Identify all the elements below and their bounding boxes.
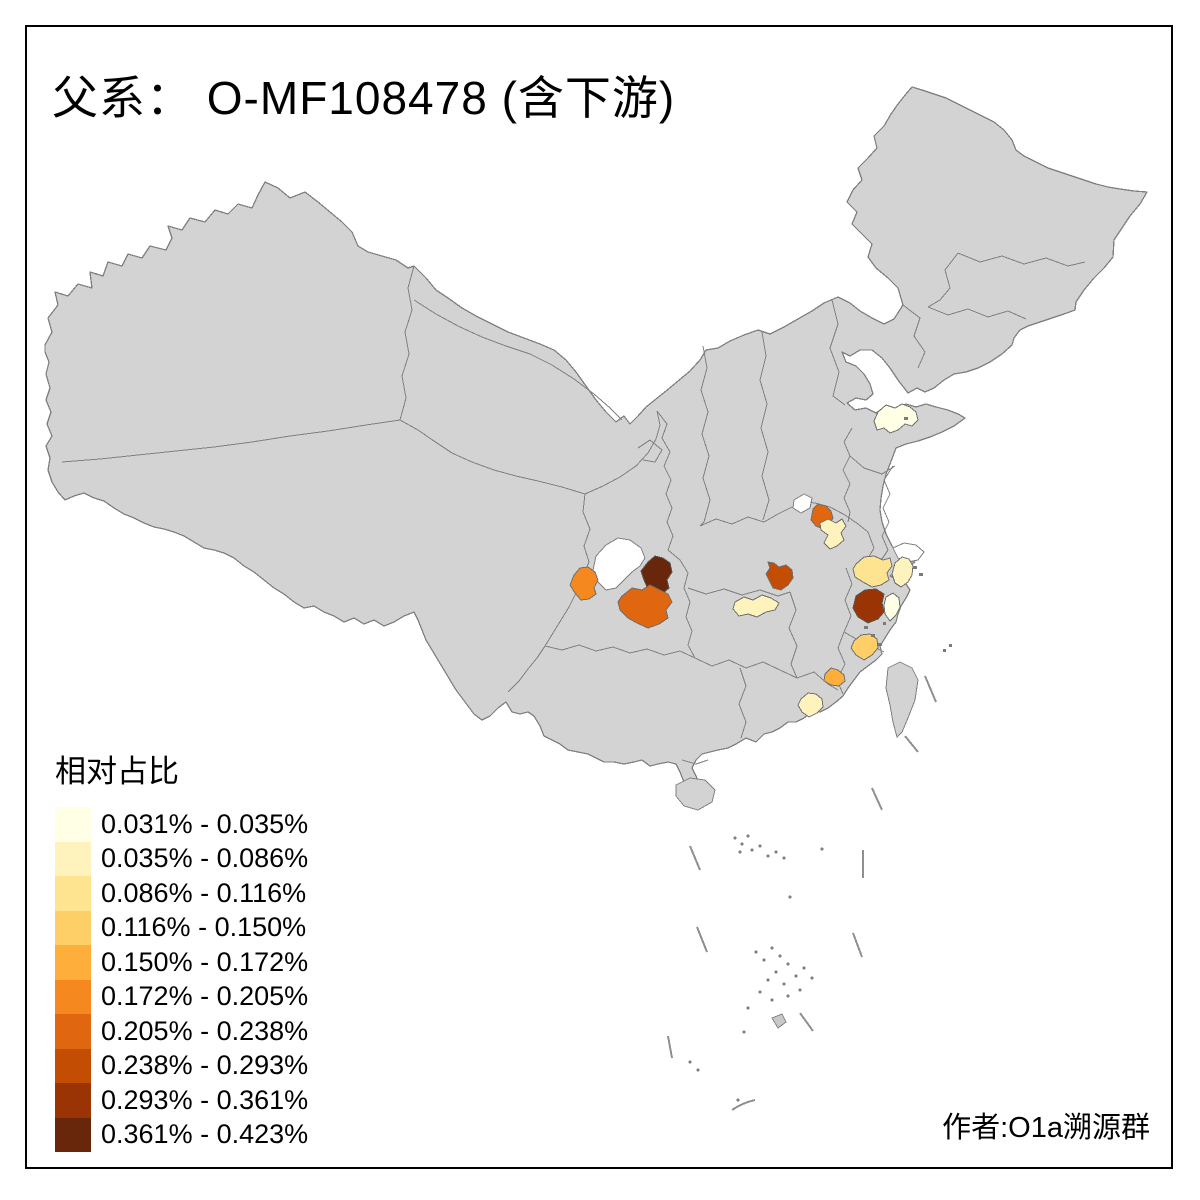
legend-swatch [55,1014,91,1049]
legend-swatch [55,1117,91,1152]
region-zhejiang-south [850,633,879,661]
region-sichuan-southwest [569,566,599,601]
region-hubei-west [765,561,794,591]
province-borders [61,252,1086,765]
legend-label: 0.172% - 0.205% [101,981,309,1012]
coastal-island-specks [864,417,952,652]
legend-row: 0.035% - 0.086% [55,841,309,876]
region-hunan-north [732,594,780,618]
region-zhejiang-northeast [891,556,914,588]
figure-title: 父系： O-MF108478 (含下游) [52,72,676,124]
no-data-region-hubei-nw [792,493,813,514]
legend-label: 0.116% - 0.150% [101,912,307,943]
legend-label: 0.361% - 0.423% [101,1119,309,1150]
legend-swatch [55,876,91,911]
legend-row: 0.086% - 0.116% [55,876,308,911]
south-sea-island-specks [688,834,824,1102]
legend: 相对占比 0.031% - 0.035% 0.035% - 0.086% 0.0… [55,746,308,1152]
plot-frame-border [25,25,1173,1169]
region-zhejiang-north [852,555,893,588]
hainan-island [675,777,716,811]
legend-label: 0.031% - 0.035% [101,808,309,839]
region-fujian-coastal [823,667,846,687]
legend-row: 0.150% - 0.172% [55,945,308,980]
maritime-dash-lines [667,675,937,1111]
no-data-region-chengdu [592,537,646,591]
legend-label: 0.205% - 0.238% [101,1015,309,1046]
legend-swatch [55,1083,91,1118]
legend-row: 0.205% - 0.238% [55,1014,308,1049]
south-sea-islet [771,1013,787,1029]
legend-swatch [55,1048,91,1083]
legend-label: 0.238% - 0.293% [101,1050,309,1081]
legend-title: 相对占比 [55,754,179,789]
legend-swatch [55,979,91,1014]
region-zhejiang-east [883,592,901,622]
legend-label: 0.293% - 0.361% [101,1084,309,1115]
legend-swatch [55,841,91,876]
legend-swatch [55,910,91,945]
legend-label: 0.086% - 0.116% [101,877,307,908]
attribution: 作者:O1a溯源群 [942,1112,1150,1144]
legend-row: 0.172% - 0.205% [55,979,309,1014]
legend-row: 0.238% - 0.293% [55,1048,309,1083]
legend-row: 0.116% - 0.150% [55,910,308,945]
legend-label: 0.035% - 0.086% [101,843,309,874]
region-guangdong-east [797,692,824,718]
region-hubei-northeast [819,518,847,550]
legend-swatch [55,945,91,980]
region-zhejiang-central [852,588,885,624]
region-shandong-peninsula [873,403,919,434]
legend-swatch [55,807,91,842]
region-guizhou-north [617,584,673,629]
legend-row: 0.031% - 0.035% [55,807,308,842]
legend-row: 0.361% - 0.423% [55,1117,309,1152]
legend-label: 0.150% - 0.172% [101,946,309,977]
taiwan-island [885,661,919,738]
legend-row: 0.293% - 0.361% [55,1083,308,1118]
